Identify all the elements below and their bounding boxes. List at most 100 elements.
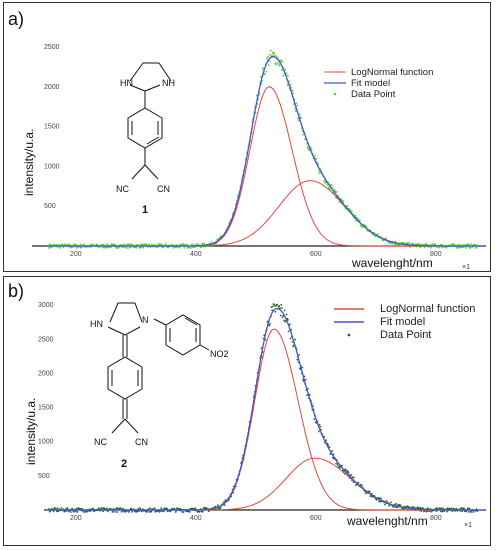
data-point	[461, 510, 464, 513]
fit-model-line	[46, 307, 484, 511]
data-point	[470, 243, 473, 246]
data-point	[368, 490, 371, 493]
chart-b: b)	[8, 281, 486, 529]
data-point	[286, 84, 289, 86]
panel-a: a) HN NH	[3, 2, 491, 272]
data-point	[191, 243, 194, 246]
data-point	[318, 172, 321, 175]
data-point	[463, 507, 465, 510]
legend-label-points-a: Data Point	[351, 89, 396, 100]
data-point	[426, 510, 429, 512]
lognormal-component-2	[46, 457, 484, 511]
data-point	[210, 240, 213, 243]
data-point	[139, 246, 142, 249]
data-point	[287, 74, 289, 77]
data-point	[131, 510, 134, 513]
atom-n-2: N	[142, 315, 149, 325]
data-point	[185, 510, 188, 513]
x-tick-label: 400	[190, 515, 202, 522]
data-point	[318, 423, 321, 426]
data-point	[75, 243, 77, 246]
data-point	[314, 155, 316, 157]
data-point	[394, 240, 397, 243]
data-point	[92, 507, 95, 510]
data-point	[294, 110, 297, 113]
y-tick-label: 2000	[44, 84, 60, 91]
data-point	[291, 341, 294, 343]
legend-label-points-b: Data Point	[380, 329, 431, 341]
data-point	[278, 305, 281, 307]
data-point	[314, 421, 317, 424]
data-point	[271, 309, 273, 312]
data-point	[434, 243, 436, 246]
data-point	[476, 510, 479, 512]
data-point	[436, 507, 438, 510]
data-point	[419, 246, 422, 249]
data-point	[318, 170, 320, 172]
molecule-2	[107, 302, 210, 434]
y-tick-label: 500	[38, 473, 50, 480]
y-tick-label: 1000	[38, 439, 54, 446]
x-axis-label-a: wavelenght/nm	[351, 256, 433, 270]
y-tick-label: 500	[44, 203, 56, 210]
data-point	[161, 510, 163, 513]
legend-swatch-points-a	[333, 92, 337, 96]
data-point	[190, 247, 192, 249]
data-point	[325, 439, 328, 441]
data-point	[438, 246, 441, 249]
data-point	[318, 430, 320, 433]
y-tick-label: 1500	[44, 124, 60, 131]
data-point	[360, 484, 363, 486]
data-point	[294, 338, 297, 341]
data-point	[101, 507, 104, 510]
data-point	[296, 358, 299, 361]
data-point	[56, 507, 59, 510]
data-point	[411, 505, 414, 508]
data-point	[304, 378, 307, 381]
data-point	[300, 117, 302, 120]
data-point	[223, 504, 226, 506]
data-point	[214, 505, 217, 508]
data-point	[258, 93, 261, 96]
data-point	[73, 243, 75, 246]
data-point	[110, 246, 112, 249]
x-multiplier-b: ×1	[464, 522, 472, 529]
data-point	[390, 501, 392, 504]
data-point	[408, 242, 411, 244]
data-point	[326, 183, 329, 186]
atom-hn-2: HN	[90, 319, 103, 329]
data-point	[269, 322, 271, 325]
data-point	[264, 338, 267, 341]
data-point	[292, 92, 295, 95]
data-point	[301, 366, 304, 369]
data-point	[296, 104, 299, 107]
legend-swatch-points-b	[347, 333, 351, 337]
x-tick-label: 200	[70, 251, 82, 258]
data-point	[388, 504, 390, 507]
data-point	[142, 246, 145, 249]
data-point	[54, 507, 56, 509]
data-point	[327, 186, 330, 189]
data-point	[275, 55, 278, 58]
data-point	[470, 511, 473, 513]
data-point	[330, 184, 333, 187]
data-point	[391, 242, 394, 245]
data-point	[295, 102, 298, 105]
data-point	[323, 179, 326, 182]
data-point	[405, 242, 408, 244]
data-point	[442, 507, 444, 510]
atom-nc-1: NC	[116, 184, 129, 194]
data-point	[146, 510, 149, 512]
data-point	[281, 60, 284, 63]
data-point	[160, 243, 163, 246]
data-point	[399, 504, 402, 507]
data-point	[194, 507, 197, 510]
x-tick-label: 600	[310, 515, 322, 522]
data-point	[80, 507, 83, 510]
data-point	[435, 510, 438, 512]
data-point	[345, 469, 347, 472]
data-point	[351, 210, 353, 213]
data-point	[281, 69, 283, 72]
data-point	[56, 243, 58, 246]
y-tick-label: 3000	[38, 302, 54, 309]
